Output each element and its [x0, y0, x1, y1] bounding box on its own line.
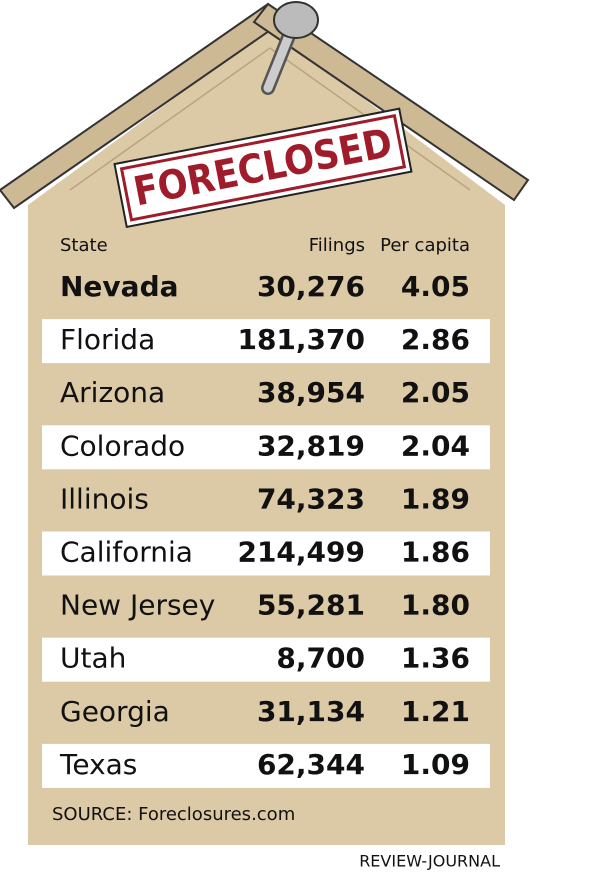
table-cell: 2.86 [401, 323, 470, 356]
table-cell: 1.36 [401, 642, 470, 675]
row-stripe [42, 319, 490, 364]
table-cell: 2.05 [401, 376, 470, 409]
source: SOURCE: Foreclosures.com [52, 804, 295, 825]
table-cell: 1.09 [401, 748, 470, 781]
table-cell: 1.21 [401, 695, 470, 728]
row-stripe [42, 743, 490, 788]
table-cell: 31,134 [257, 695, 365, 728]
nail-shaft [263, 23, 297, 93]
table: State Filings Per capita Nevada 30,276 4.05 Fl… [42, 235, 490, 788]
table-cell: 4.05 [401, 270, 470, 303]
table-cell: 62,344 [257, 748, 365, 781]
table-cell: Arizona [60, 376, 165, 409]
table-cell: 55,281 [257, 589, 365, 622]
table-cell: Colorado [60, 429, 185, 462]
table-cell: Nevada [60, 270, 179, 303]
table-cell: 1.89 [401, 482, 470, 515]
table-cell: 74,323 [257, 482, 365, 515]
sign-board [113, 107, 413, 229]
table-cell: 8,700 [276, 642, 365, 675]
column-header: State [60, 235, 108, 256]
column-header: Per capita [380, 235, 470, 256]
table-cell: Illinois [60, 482, 149, 515]
nail-head [273, 1, 319, 39]
roof-right [252, 2, 530, 202]
table-cell: 214,499 [237, 536, 365, 569]
roof-inner [69, 47, 271, 191]
table-cell: 32,819 [257, 429, 365, 462]
table-cell: 181,370 [237, 323, 365, 356]
table-cell: Georgia [60, 695, 170, 728]
table-cell: 30,276 [257, 270, 365, 303]
table-cell: 1.86 [401, 536, 470, 569]
row-stripe [42, 425, 490, 470]
table-cell: Texas [59, 748, 137, 781]
table-cell: Utah [60, 642, 126, 675]
row-stripe [42, 637, 490, 682]
table-cell: 1.80 [401, 589, 470, 622]
table-cell: 2.04 [401, 429, 470, 462]
table-cell: New Jersey [60, 589, 215, 622]
row-stripe [42, 531, 490, 576]
table-cell: Florida [60, 323, 155, 356]
credit: REVIEW-JOURNAL [359, 852, 500, 871]
table-cell: California [60, 536, 193, 569]
table-cell: 38,954 [257, 376, 365, 409]
column-header: Filings [309, 235, 365, 256]
sign-border [119, 114, 407, 222]
